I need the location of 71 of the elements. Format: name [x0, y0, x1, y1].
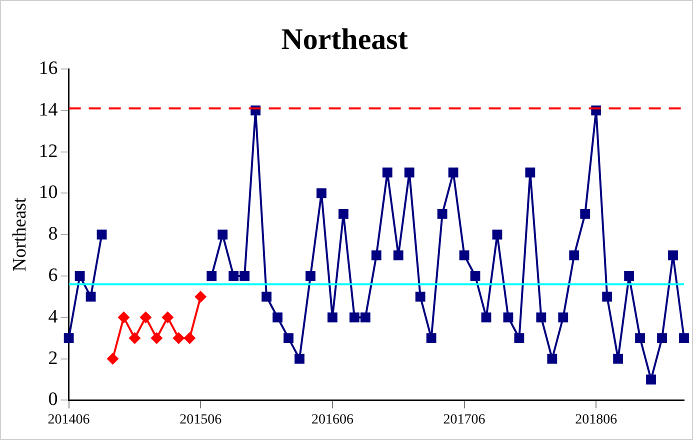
y-tick-label: 10 [38, 182, 58, 204]
point [602, 292, 612, 302]
point [74, 271, 85, 281]
y-tick-label: 2 [48, 348, 58, 369]
point [569, 250, 580, 260]
y-axis-title: Northeast [9, 196, 30, 272]
point [481, 312, 492, 322]
y-tick-label: 4 [48, 306, 58, 328]
point [613, 354, 624, 364]
point [284, 333, 294, 344]
point [492, 230, 502, 240]
y-tick-label: 6 [48, 264, 58, 286]
x-tick-label: 201806 [575, 412, 618, 428]
point [646, 374, 656, 384]
point [306, 271, 316, 281]
point [184, 332, 196, 344]
x-tick-label: 201606 [311, 412, 354, 428]
point [118, 311, 130, 324]
point [338, 208, 348, 219]
point [624, 271, 634, 281]
point [558, 312, 568, 322]
point [448, 168, 458, 178]
point [668, 250, 678, 260]
point [328, 312, 338, 322]
point [218, 230, 228, 240]
point [316, 188, 326, 198]
point [360, 312, 370, 322]
y-tick-label: 0 [48, 389, 58, 410]
point [172, 332, 185, 344]
point [371, 250, 382, 260]
point [140, 311, 152, 324]
point [657, 333, 667, 344]
y-tick-label: 8 [48, 224, 58, 245]
point [503, 312, 514, 322]
point [580, 208, 590, 219]
point [536, 312, 546, 322]
chart-title: Northeast [281, 22, 408, 56]
point [404, 168, 414, 178]
point [150, 332, 163, 344]
point [262, 292, 272, 302]
point [162, 311, 174, 324]
point [86, 292, 96, 302]
x-tick-label: 201706 [443, 412, 486, 428]
y-tick-label: 12 [38, 140, 58, 162]
point [349, 312, 360, 322]
point [635, 333, 646, 344]
point [426, 333, 436, 344]
point [206, 271, 217, 281]
x-tick-label: 201506 [180, 412, 222, 428]
point [240, 271, 250, 281]
point [470, 271, 480, 281]
point [64, 333, 74, 344]
point [679, 333, 689, 344]
point [96, 230, 107, 240]
point [228, 271, 239, 281]
point [514, 333, 524, 344]
point [194, 290, 207, 303]
x-tick-label: 201406 [48, 412, 90, 428]
y-tick-label: 14 [38, 99, 58, 120]
point [459, 250, 470, 260]
point [437, 208, 448, 219]
point [525, 168, 536, 178]
point [294, 354, 304, 364]
point [272, 312, 282, 322]
y-tick-label: 16 [38, 58, 58, 79]
point [106, 352, 119, 365]
point [415, 292, 426, 302]
point [128, 332, 141, 344]
point [393, 250, 404, 260]
point [547, 354, 558, 364]
point [382, 168, 392, 178]
